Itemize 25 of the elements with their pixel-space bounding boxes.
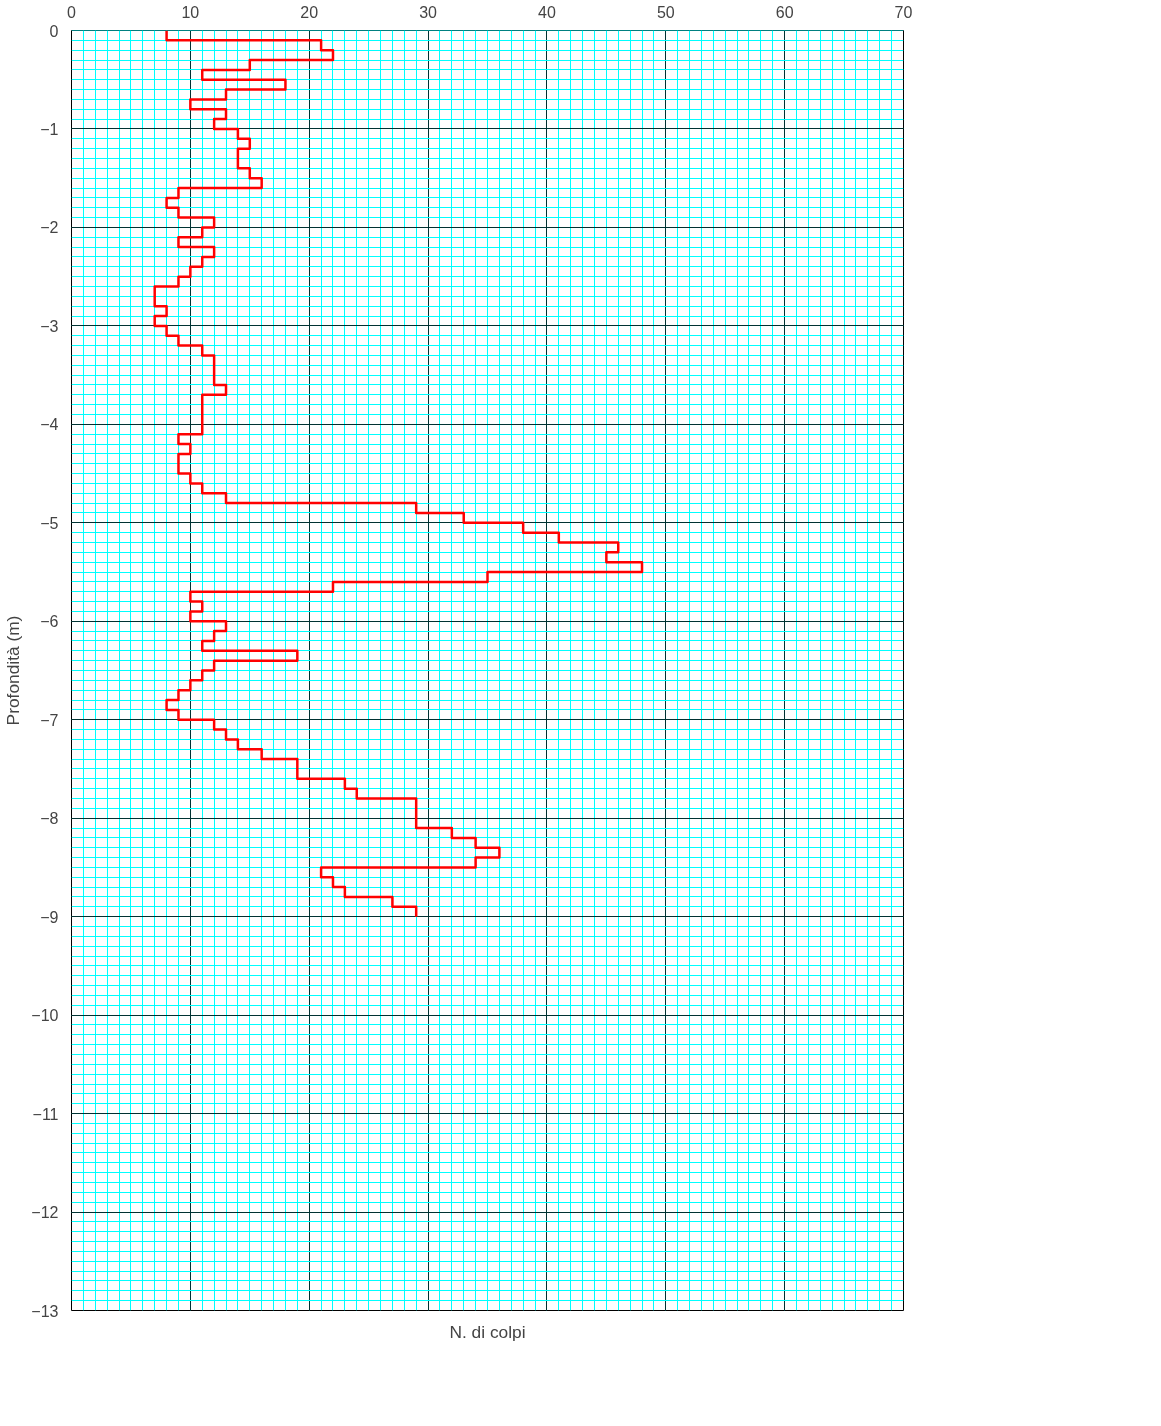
y-tick-label: −3 [40,317,59,335]
y-tick-label: −7 [40,711,59,729]
x-tick-label: 10 [181,3,200,21]
line-series [153,30,644,918]
y-tick-label: −13 [31,1302,59,1320]
y-tick-label: −10 [31,1007,59,1025]
y-tick-label: −6 [40,613,59,631]
y-tick-label: −9 [40,908,59,926]
x-tick-label: 40 [538,3,556,21]
y-tick-label: −4 [40,416,59,434]
x-tick-label: 30 [419,3,438,21]
x-axis-title: N. di colpi [449,1321,526,1342]
y-tick-label: −11 [32,1105,59,1123]
y-axis-title: Profondità (m) [3,615,24,726]
y-tick-label: −12 [31,1204,59,1222]
y-tick-label: −2 [40,219,59,237]
x-tick-label: 0 [67,3,77,21]
x-tick-label: 50 [656,3,675,21]
y-tick-label: 0 [49,22,59,40]
x-tick-label: 60 [775,3,794,21]
x-tick-label: 70 [894,3,913,21]
y-tick-label: −5 [40,514,59,532]
y-tick-label: −8 [40,810,59,828]
y-tick-label: −1 [40,120,59,138]
x-tick-label: 20 [300,3,319,21]
